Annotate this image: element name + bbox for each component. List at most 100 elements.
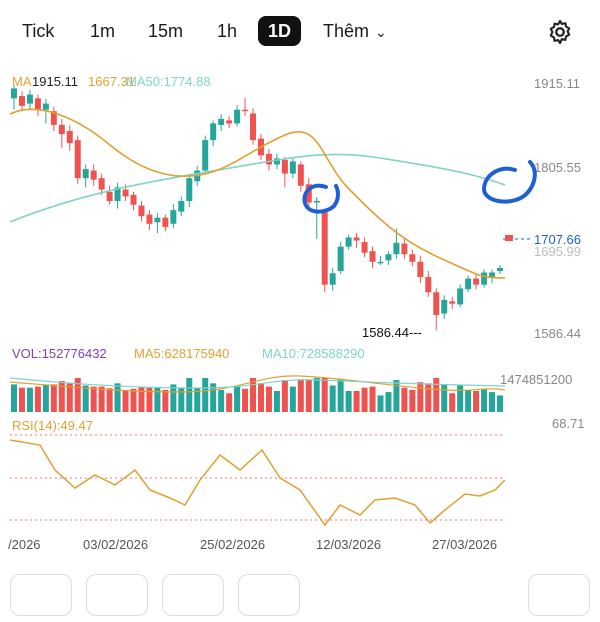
volume-bar	[321, 378, 328, 412]
volume-bar	[170, 384, 177, 412]
volume-ma5-line	[9, 375, 506, 393]
candle-body	[250, 113, 257, 141]
candle-body	[178, 200, 185, 212]
candle-body	[98, 178, 105, 190]
volume-bar	[11, 384, 17, 412]
tab-1h[interactable]: 1h	[217, 21, 238, 41]
volume-bar	[377, 395, 384, 412]
volume-ma5-label: MA5:628175940	[134, 346, 229, 361]
volume-bar	[417, 382, 424, 412]
more-menu[interactable]: Thêm ⌄	[323, 16, 387, 46]
candle-body	[122, 189, 129, 197]
volume-bar	[242, 388, 249, 412]
candle-body	[130, 194, 137, 205]
volume-bar	[138, 387, 145, 412]
volume-bar	[154, 387, 161, 412]
candle-body	[417, 261, 424, 278]
candle-body	[146, 214, 153, 224]
annotation-circle-1	[302, 183, 340, 214]
candle-body	[18, 96, 25, 106]
candle-body	[281, 159, 288, 174]
volume-bar	[425, 383, 432, 412]
candle-body	[218, 118, 225, 125]
candle-body	[58, 124, 65, 135]
volume-bar	[34, 386, 41, 412]
tab-15m[interactable]: 15m	[148, 21, 184, 41]
toolbar-button-scan[interactable]	[528, 574, 590, 616]
volume-bar	[218, 389, 225, 412]
volume-bar	[337, 378, 344, 412]
candle-body	[74, 140, 81, 179]
volume-bar	[66, 383, 73, 412]
volume-bar	[473, 391, 480, 412]
candle-body	[409, 254, 416, 262]
candle-body	[297, 164, 304, 186]
volume-bar	[345, 391, 352, 412]
volume-bar	[289, 386, 296, 412]
last-price-marker	[505, 235, 513, 241]
price-axis-label-1: 1915.11	[534, 76, 580, 91]
volume-axis-value: 1474851200	[500, 372, 572, 387]
volume-bar	[385, 392, 392, 412]
volume-bar	[18, 387, 25, 412]
volume-bar	[465, 389, 472, 412]
volume-bar	[433, 378, 440, 412]
candle-body	[202, 140, 209, 171]
volume-bar	[194, 387, 201, 412]
candle-body	[481, 272, 488, 285]
timeframe-tabs: Tick 1m 15m 1h 1D Thêm ⌄	[0, 0, 600, 62]
volume-bar	[441, 384, 448, 412]
date-label-2: 03/02/2026	[83, 537, 148, 552]
volume-bar	[122, 389, 129, 412]
candle-body	[337, 246, 344, 271]
volume-bar	[178, 387, 185, 412]
volume-bar	[393, 380, 400, 412]
candle-body	[26, 94, 33, 104]
gear-icon[interactable]	[546, 18, 574, 46]
volume-bar	[226, 393, 233, 412]
toolbar-button-candles[interactable]	[86, 574, 148, 616]
volume-ma10-line	[9, 377, 506, 389]
candle-body	[50, 111, 57, 125]
volume-bar	[257, 383, 264, 412]
candle-body	[170, 210, 177, 224]
candle-body	[489, 272, 496, 278]
volume-bar	[74, 378, 81, 412]
volume-bar	[481, 388, 488, 412]
date-label-1: /2026	[8, 537, 41, 552]
volume-bar	[329, 385, 336, 412]
candle-body	[42, 103, 49, 110]
candle-body	[234, 109, 241, 124]
candle-body	[162, 217, 169, 227]
volume-bar	[401, 387, 408, 412]
volume-bar	[497, 395, 503, 412]
volume-bar	[361, 387, 368, 412]
toolbar-button-ai[interactable]	[162, 574, 224, 616]
price-axis-label-2: 1805.55	[534, 160, 581, 175]
tab-1m[interactable]: 1m	[90, 21, 116, 41]
toolbar-button-currency[interactable]	[10, 574, 72, 616]
candle-body	[449, 301, 456, 304]
candle-body	[329, 273, 336, 285]
price-chart[interactable]: MA 1915.11 1667.31 MA50:1774.88 1915.11 …	[0, 62, 600, 622]
volume-bar	[449, 393, 456, 412]
candle-body	[66, 131, 73, 144]
rsi-line	[9, 439, 506, 527]
volume-bar	[114, 383, 121, 412]
volume-bar	[250, 378, 257, 412]
rsi-axis-value: 68.71	[552, 416, 585, 431]
tab-tick[interactable]: Tick	[22, 21, 55, 41]
volume-bar	[42, 384, 49, 412]
candle-body	[401, 243, 408, 255]
toolbar-button-draw[interactable]	[238, 574, 300, 616]
date-label-3: 25/02/2026	[200, 537, 265, 552]
ma-short-value: 1667.31	[88, 74, 135, 89]
date-label-4: 12/03/2026	[316, 537, 381, 552]
volume-label: VOL:152776432	[12, 346, 107, 361]
candle-body	[393, 242, 400, 255]
volume-ma10-label: MA10:728588290	[262, 346, 365, 361]
tab-1d[interactable]: 1D	[258, 16, 302, 46]
candle-body	[106, 191, 113, 201]
candles-group	[11, 85, 503, 331]
candle-body	[473, 278, 480, 285]
